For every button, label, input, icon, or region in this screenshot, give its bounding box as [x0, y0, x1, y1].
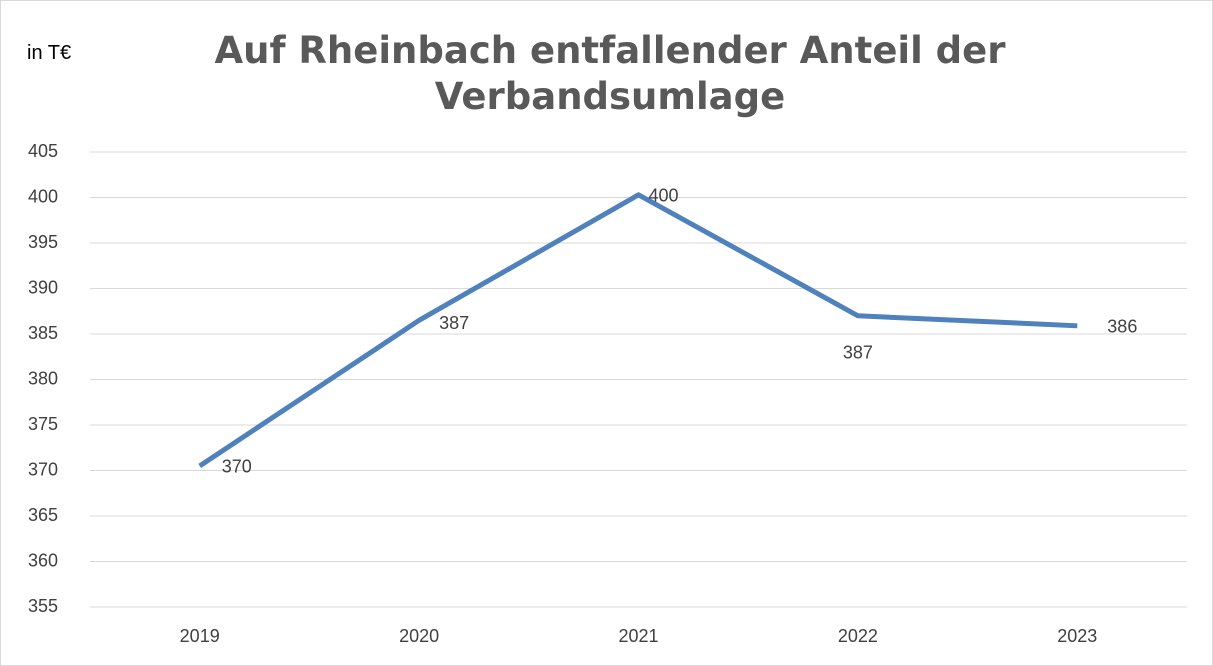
x-tick-label: 2022: [838, 626, 878, 646]
data-line: [198, 192, 1078, 469]
y-axis-label: in T€: [27, 42, 72, 64]
y-tick-label: 360: [28, 550, 58, 570]
data-label: 370: [222, 457, 252, 477]
chart-title: Auf Rheinbach entfallender Anteil der Ve…: [214, 29, 1006, 118]
data-label: 386: [1107, 317, 1137, 337]
x-tick-label: 2020: [399, 626, 439, 646]
y-tick-label: 355: [28, 596, 58, 616]
y-tick-label: 380: [28, 368, 58, 388]
y-tick-label: 375: [28, 414, 58, 434]
y-tick-label: 400: [28, 186, 58, 206]
y-tick-label: 385: [28, 323, 58, 343]
x-tick-label: 2023: [1057, 626, 1097, 646]
data-label: 387: [439, 313, 469, 333]
x-tick-label: 2019: [180, 626, 220, 646]
data-label: 400: [649, 186, 679, 206]
data-label: 387: [843, 343, 873, 363]
y-tick-label: 370: [28, 459, 58, 479]
y-tick-label: 395: [28, 232, 58, 252]
y-tick-label: 390: [28, 277, 58, 297]
x-tick-label: 2021: [618, 626, 658, 646]
y-tick-label: 405: [28, 141, 58, 161]
y-tick-label: 365: [28, 505, 58, 525]
